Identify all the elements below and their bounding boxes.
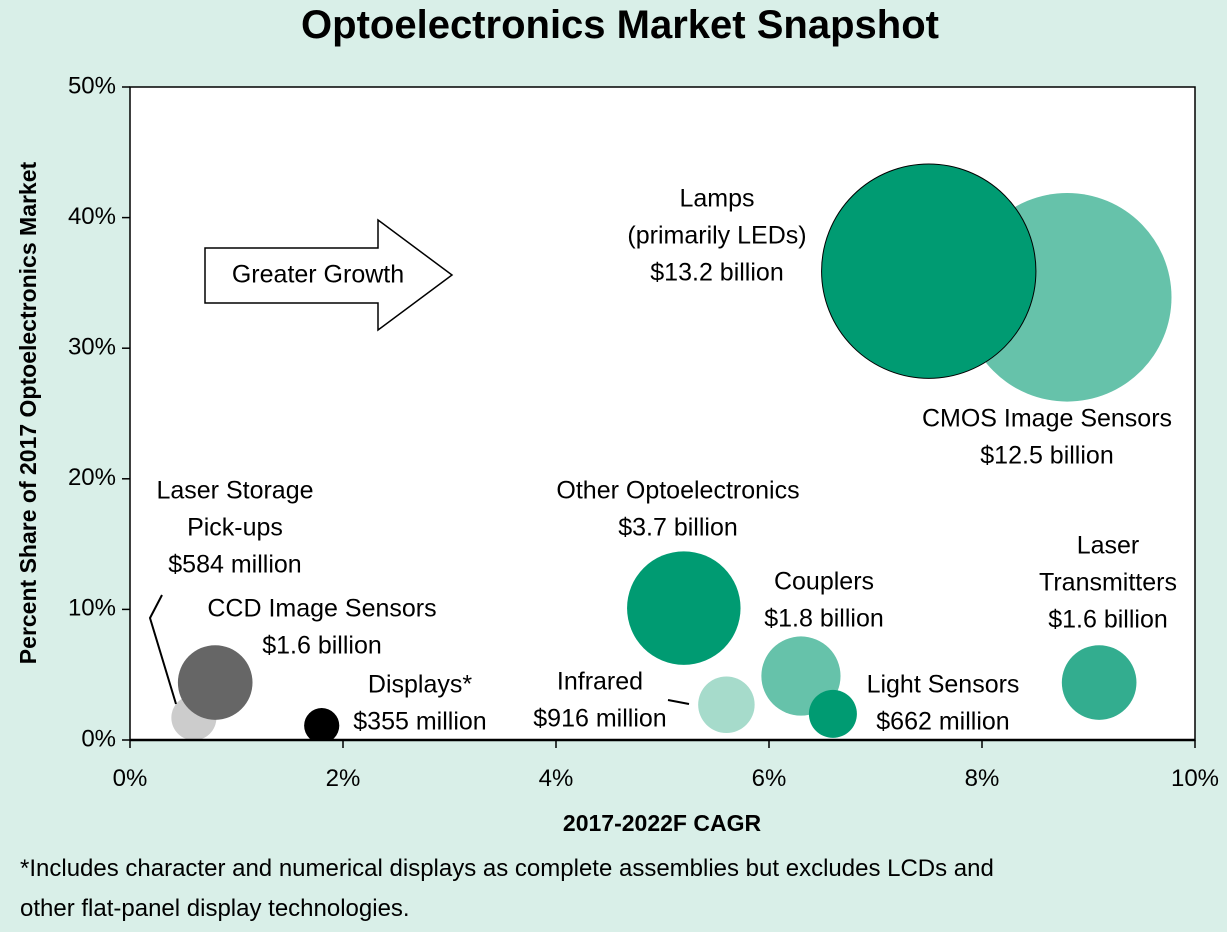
bubble-label: Pick-ups <box>187 514 283 542</box>
bubble-label: Other Optoelectronics <box>556 477 799 505</box>
y-tick-label: 30% <box>68 334 116 361</box>
y-tick-label: 40% <box>68 203 116 230</box>
chart-title: Optoelectronics Market Snapshot <box>301 3 939 47</box>
x-tick-label: 8% <box>965 765 1000 792</box>
x-tick-label: 6% <box>752 765 787 792</box>
bubble-label: $584 million <box>168 551 301 579</box>
y-tick-label: 0% <box>81 725 116 752</box>
bubble-label: $662 million <box>876 708 1009 736</box>
bubble-light-sensors <box>808 689 857 738</box>
bubble-label: Laser <box>1077 532 1140 560</box>
bubble-displays <box>304 708 340 740</box>
bubble-infrared <box>698 676 755 733</box>
leader-lines <box>148 594 690 705</box>
bubble-label: Lamps <box>679 185 754 213</box>
leader-line-infrared <box>667 699 690 705</box>
bubble-other-optoelectronics <box>627 551 741 665</box>
x-tick-label: 0% <box>113 765 148 792</box>
bubble-label: $916 million <box>533 705 666 733</box>
bubble-ccd-image-sensors <box>177 645 253 720</box>
bubble-label: $355 million <box>353 708 486 736</box>
footnote-line-1: *Includes character and numerical displa… <box>20 855 994 882</box>
bubble-label: Displays* <box>368 671 472 699</box>
bubble-lamps <box>821 163 1037 379</box>
greater-growth-arrow: Greater Growth <box>204 218 454 332</box>
bubble-label: Transmitters <box>1039 569 1177 597</box>
y-axis-label: Percent Share of 2017 Optoelectronics Ma… <box>15 161 41 664</box>
y-tick-label: 50% <box>68 72 116 99</box>
bubble-label: Light Sensors <box>867 671 1020 699</box>
bubble-label: $3.7 billion <box>618 514 738 542</box>
bubble-label: $1.6 billion <box>262 632 382 660</box>
bubble-label: Laser Storage <box>156 477 313 505</box>
bubble-label: Infrared <box>557 668 643 696</box>
bubble-label: $1.6 billion <box>1048 606 1168 634</box>
bubble-label: CCD Image Sensors <box>207 595 436 623</box>
arrow-label: Greater Growth <box>232 261 404 289</box>
bubble-label: $12.5 billion <box>980 442 1113 470</box>
bubble-label: $1.8 billion <box>764 605 884 633</box>
x-tick-label: 10% <box>1171 765 1219 792</box>
x-axis-label: 2017-2022F CAGR <box>563 810 762 836</box>
y-tick-label: 20% <box>68 464 116 491</box>
bubble-label: $13.2 billion <box>650 259 783 287</box>
bubble-label: (primarily LEDs) <box>627 222 806 250</box>
y-tick-label: 10% <box>68 595 116 622</box>
x-tick-label: 2% <box>326 765 361 792</box>
x-tick-label: 4% <box>539 765 574 792</box>
bubble-label: Couplers <box>774 568 874 596</box>
footnote-line-2: other flat-panel display technologies. <box>20 895 410 922</box>
leader-line-laser-storage <box>148 594 177 705</box>
bubble-laser <box>1061 645 1137 720</box>
bubble-label: CMOS Image Sensors <box>922 405 1172 433</box>
